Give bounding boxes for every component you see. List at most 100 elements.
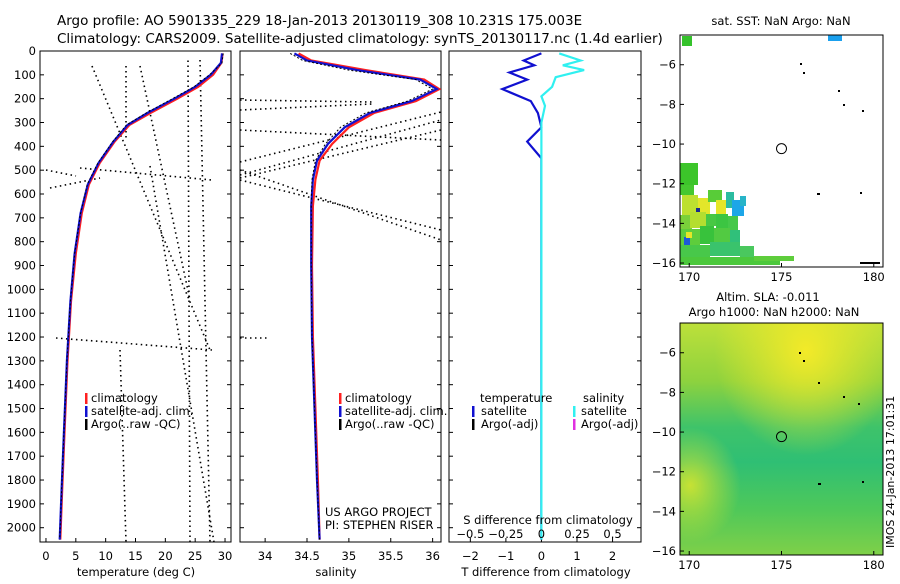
- temperature-ytick-label: 0: [29, 44, 36, 58]
- temperature-argo-qc-line: [150, 166, 214, 542]
- difference-legend-label: Argo(-adj): [581, 417, 638, 431]
- sla-map-title: Altim. SLA: -0.011: [716, 290, 820, 304]
- temperature-ytick-label: 1400: [7, 378, 36, 392]
- sla-map-subtitle: Argo h1000: NaN h2000: NaN: [689, 305, 860, 319]
- difference-xtick-label: 2: [609, 549, 616, 563]
- difference-xtick-label: −1: [497, 549, 514, 563]
- salinity-series-satellite-adj-clim-: [294, 53, 436, 539]
- salinity-argo-qc-line: [240, 104, 372, 110]
- temperature-ytick-label: 300: [14, 116, 36, 130]
- salinity-plot-frame: [240, 51, 441, 542]
- sst-map-ytick-label: −6: [659, 58, 676, 72]
- temperature-argo-qc-line: [120, 350, 126, 542]
- difference-s-xtick-label: −0.25: [488, 527, 523, 541]
- temperature-legend-label: Argo(..raw -QC): [91, 417, 181, 431]
- sst-map-xtick-label: 170: [678, 270, 700, 284]
- sst-map-ytick-label: −12: [652, 177, 676, 191]
- temperature-plot-area: [46, 53, 223, 542]
- salinity-xtick-label: 34: [258, 549, 273, 563]
- difference-xtick-label: 1: [573, 549, 580, 563]
- sla-map-xtick-label: 180: [863, 558, 885, 572]
- temperature-ytick-label: 1700: [7, 449, 36, 463]
- difference-legend-swatch: [472, 406, 475, 417]
- temperature-argo-qc-line: [188, 60, 190, 542]
- temperature-legend-swatch: [85, 393, 88, 404]
- salinity-legend-label: satellite-adj. clim.: [345, 404, 447, 418]
- sst-map-ytick-label: −16: [652, 256, 676, 270]
- difference-s-xtick-label: 0.5: [603, 527, 621, 541]
- sla-map-ytick-label: −6: [659, 346, 676, 360]
- difference-xlabel-top: S difference from climatology: [463, 513, 633, 527]
- difference-series-temperature-satellite: [502, 53, 541, 539]
- timestamp-label: IMOS 24-Jan-2013 17:01:31: [884, 396, 897, 548]
- temperature-xlabel: temperature (deg C): [77, 565, 195, 579]
- salinity-xtick-label: 35: [342, 549, 357, 563]
- temperature-argo-qc-line: [92, 66, 210, 350]
- difference-s-xtick-label: 0: [538, 527, 545, 541]
- salinity-legend-swatch: [339, 393, 342, 404]
- temperature-ytick-label: 600: [14, 187, 36, 201]
- difference-plot-area: [502, 53, 584, 539]
- sla-map-ytick-label: −10: [652, 425, 676, 439]
- sla-map-xtick-label: 170: [678, 558, 700, 572]
- sla-map-xtick-label: 175: [771, 558, 793, 572]
- temperature-ytick-label: 1800: [7, 473, 36, 487]
- temperature-ytick-label: 400: [14, 139, 36, 153]
- salinity-xtick-label: 36: [425, 549, 440, 563]
- temperature-argo-qc-line: [140, 66, 190, 300]
- temperature-ytick-label: 200: [14, 92, 36, 106]
- temperature-xtick-label: 10: [98, 549, 113, 563]
- difference-xtick-label: 0: [538, 549, 545, 563]
- temperature-ytick-label: 1900: [7, 497, 36, 511]
- salinity-legend-swatch: [339, 419, 342, 430]
- difference-legend-swatch: [573, 406, 576, 417]
- temperature-series-argo-raw-qc-: [60, 53, 224, 539]
- temperature-legend-swatch: [85, 419, 88, 430]
- difference-s-xtick-label: −0.5: [456, 527, 484, 541]
- temperature-xtick-label: 25: [188, 549, 203, 563]
- difference-legend-heading-salinity: salinity: [583, 391, 624, 405]
- difference-legend-label: Argo(-adj): [481, 417, 538, 431]
- temperature-ytick-label: 900: [14, 259, 36, 273]
- temperature-plot-frame: [40, 51, 231, 542]
- salinity-argo-qc-line: [240, 120, 441, 175]
- header-line-1: Argo profile: AO 5901335_229 18-Jan-2013…: [57, 13, 582, 29]
- temperature-xtick-label: 30: [218, 549, 233, 563]
- temperature-argo-qc-line: [200, 60, 210, 542]
- difference-xlabel: T difference from climatology: [460, 565, 631, 579]
- difference-legend-swatch: [472, 419, 475, 430]
- sst-map-ytick-label: −14: [652, 216, 676, 230]
- temperature-xtick-label: 15: [128, 549, 143, 563]
- sla-map: [680, 323, 883, 555]
- temperature-ytick-label: 100: [14, 68, 36, 82]
- temperature-argo-qc-line: [56, 338, 212, 350]
- difference-xtick-label: −2: [462, 549, 479, 563]
- sst-map-xtick-label: 175: [771, 270, 793, 284]
- sst-map: [680, 35, 883, 267]
- temperature-legend-label: climatology: [91, 391, 158, 405]
- sla-map-ytick-label: −8: [659, 385, 676, 399]
- temperature-argo-qc-line: [46, 170, 76, 176]
- salinity-xtick-label: 34.5: [294, 549, 320, 563]
- difference-legend-label: satellite: [581, 404, 627, 418]
- sst-map-xtick-label: 180: [863, 270, 885, 284]
- sst-map-ytick-label: −10: [652, 137, 676, 151]
- salinity-plot-area: [240, 53, 441, 539]
- temperature-legend-swatch: [85, 406, 88, 417]
- difference-legend-swatch: [573, 419, 576, 430]
- project-label: US ARGO PROJECT: [325, 505, 433, 519]
- difference-s-xtick-label: 0.25: [564, 527, 590, 541]
- temperature-panel: 0100200300400500600700800900100011001200…: [7, 44, 233, 563]
- sla-map-ytick-label: −12: [652, 465, 676, 479]
- temperature-ytick-label: 1600: [7, 425, 36, 439]
- temperature-ytick-label: 2000: [7, 521, 36, 535]
- temperature-legend-label: satellite-adj. clim.: [91, 404, 193, 418]
- temperature-ytick-label: 1200: [7, 330, 36, 344]
- header-line-2: Climatology: CARS2009. Satellite-adjuste…: [57, 31, 663, 47]
- temperature-series-satellite-adj-clim-: [60, 53, 222, 539]
- sst-map-title: sat. SST: NaN Argo: NaN: [711, 14, 850, 28]
- temperature-xtick-label: 20: [158, 549, 173, 563]
